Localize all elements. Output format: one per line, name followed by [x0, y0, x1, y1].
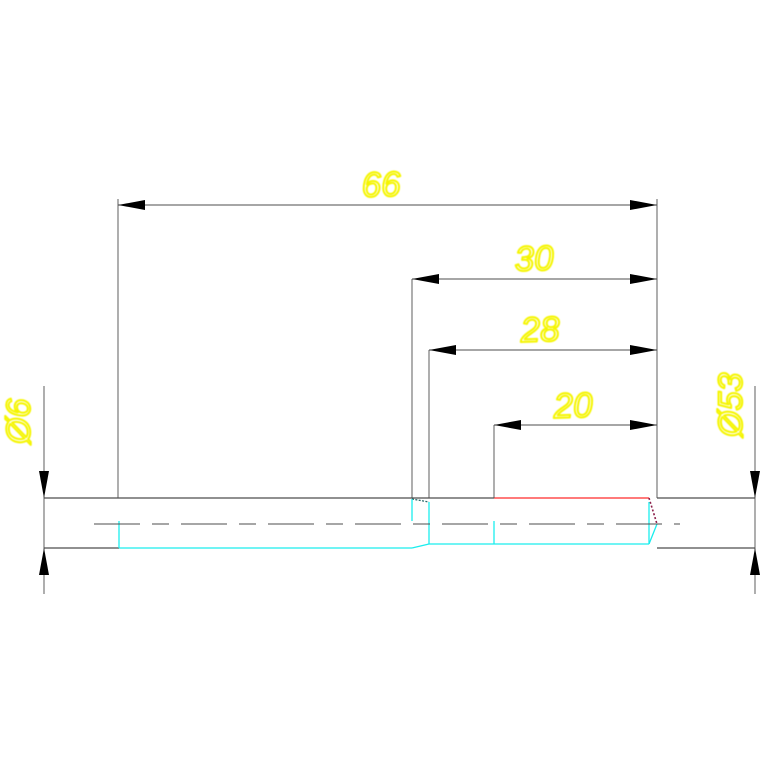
svg-text:20: 20	[552, 386, 594, 426]
svg-text:Ø6: Ø6	[0, 399, 38, 445]
svg-text:Ø53: Ø53	[712, 373, 750, 438]
svg-text:28: 28	[519, 310, 561, 350]
svg-text:66: 66	[361, 165, 402, 205]
svg-text:30: 30	[514, 239, 555, 279]
